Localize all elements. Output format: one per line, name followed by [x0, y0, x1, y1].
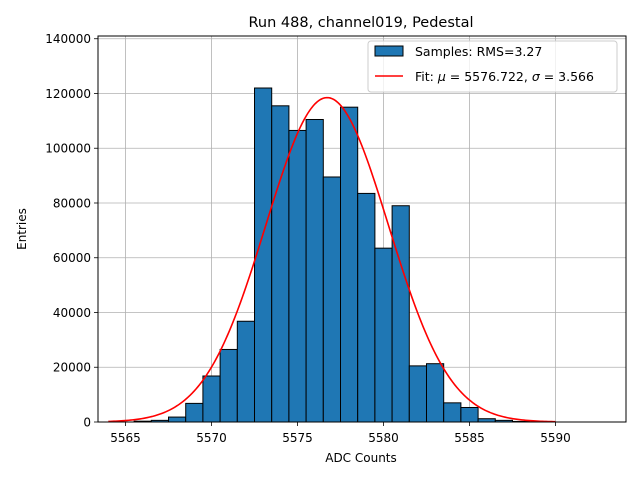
histogram-bar — [271, 105, 290, 423]
histogram-bar — [340, 106, 359, 423]
legend: Samples: RMS=3.27 Fit: μ = 5576.722, σ =… — [367, 40, 618, 93]
x-tick-label: 5580 — [368, 431, 399, 445]
legend-box — [367, 40, 618, 93]
y-tick-label: 0 — [83, 416, 91, 430]
histogram-bar — [219, 348, 238, 423]
histogram-bar — [374, 247, 393, 423]
y-tick-label: 60000 — [53, 251, 91, 265]
legend-fit-prefix: Fit: — [415, 69, 438, 84]
histogram-bar — [168, 416, 187, 423]
legend-fit-mu-symbol: μ — [437, 69, 446, 84]
histogram-bar — [460, 406, 479, 423]
y-tick-label: 120000 — [45, 87, 91, 101]
legend-fit-sigma-symbol: σ — [532, 69, 541, 84]
y-tick-label: 80000 — [53, 196, 91, 210]
legend-fit-sigma-value: = 3.566 — [540, 69, 594, 84]
x-axis-ticks: 5565 5570 5575 5580 5585 5590 — [110, 422, 571, 445]
legend-fit-label: Fit: μ = 5576.722, σ = 3.566 — [415, 69, 594, 84]
histogram-bar — [322, 176, 342, 423]
legend-samples-swatch — [374, 45, 404, 57]
y-axis-label: Entries — [15, 208, 29, 250]
fit-curve-layer — [108, 96, 556, 423]
histogram-bar — [305, 118, 324, 423]
histogram-bar — [391, 205, 410, 423]
y-tick-label: 140000 — [45, 32, 91, 46]
x-tick-label: 5590 — [540, 431, 571, 445]
histogram-bar — [236, 320, 256, 423]
x-tick-label: 5570 — [196, 431, 227, 445]
axes-frame — [97, 35, 627, 423]
fit-curve — [108, 96, 556, 423]
y-tick-label: 40000 — [53, 306, 91, 320]
y-tick-label: 20000 — [53, 361, 91, 375]
histogram-bar — [408, 365, 427, 423]
y-tick-label: 100000 — [45, 142, 91, 156]
y-axis-ticks: 0 20000 40000 60000 80000 100000 120000 140000 — [45, 32, 98, 430]
histogram-bar — [425, 363, 445, 423]
x-axis-label: ADC Counts — [325, 451, 397, 465]
chart-title: Run 488, channel019, Pedestal — [248, 15, 473, 31]
x-tick-label: 5585 — [454, 431, 485, 445]
legend-fit-mu-value: = 5576.722, — [446, 69, 532, 84]
histogram-bar — [288, 129, 307, 423]
legend-samples-label: Samples: RMS=3.27 — [415, 44, 542, 59]
histogram-bar — [443, 402, 462, 423]
histogram-bar — [185, 402, 204, 423]
histogram-bars — [133, 87, 531, 423]
histogram-bar — [202, 375, 221, 423]
x-tick-label: 5565 — [110, 431, 141, 445]
x-tick-label: 5575 — [282, 431, 313, 445]
histogram-bar — [357, 192, 376, 423]
